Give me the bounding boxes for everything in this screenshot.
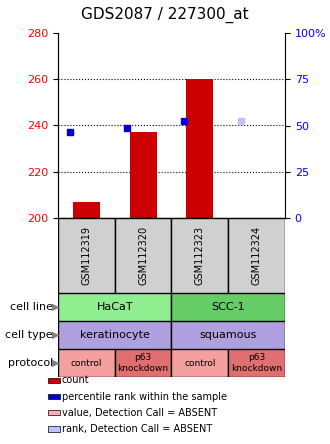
Bar (172, 321, 285, 349)
Text: control: control (184, 358, 215, 368)
Bar (129, 132, 157, 218)
Text: cell line: cell line (10, 302, 53, 312)
Text: p63
knockdown: p63 knockdown (231, 353, 282, 373)
FancyBboxPatch shape (228, 218, 285, 293)
Text: percentile rank within the sample: percentile rank within the sample (62, 392, 227, 401)
Text: squamous: squamous (200, 330, 257, 340)
Bar (58, 293, 172, 321)
Text: GDS2087 / 227300_at: GDS2087 / 227300_at (81, 7, 249, 23)
Text: p63
knockdown: p63 knockdown (117, 353, 169, 373)
FancyBboxPatch shape (172, 218, 228, 293)
Bar (58, 321, 172, 349)
Text: GSM112319: GSM112319 (82, 226, 91, 285)
FancyBboxPatch shape (115, 218, 172, 293)
Text: protocol: protocol (8, 358, 53, 368)
Bar (186, 79, 214, 218)
Bar (48, 426, 60, 432)
Bar (172, 293, 285, 321)
Bar (48, 394, 60, 399)
Text: GSM112320: GSM112320 (138, 226, 148, 285)
Text: GSM112323: GSM112323 (195, 226, 205, 285)
Text: value, Detection Call = ABSENT: value, Detection Call = ABSENT (62, 408, 217, 418)
Text: GSM112324: GSM112324 (251, 226, 262, 285)
Text: SCC-1: SCC-1 (212, 302, 245, 312)
Text: control: control (71, 358, 102, 368)
Text: rank, Detection Call = ABSENT: rank, Detection Call = ABSENT (62, 424, 212, 434)
Text: ▶: ▶ (52, 302, 60, 312)
Text: count: count (62, 375, 89, 385)
Text: keratinocyte: keratinocyte (80, 330, 150, 340)
Text: ▶: ▶ (52, 330, 60, 340)
Text: cell type: cell type (5, 330, 53, 340)
Bar (115, 349, 172, 377)
Bar (172, 349, 228, 377)
Text: ▶: ▶ (52, 358, 60, 368)
Bar (228, 349, 285, 377)
Bar (48, 410, 60, 415)
FancyBboxPatch shape (58, 218, 115, 293)
Text: HaCaT: HaCaT (96, 302, 133, 312)
Bar (73, 202, 100, 218)
Bar (58, 349, 115, 377)
Bar (48, 378, 60, 383)
